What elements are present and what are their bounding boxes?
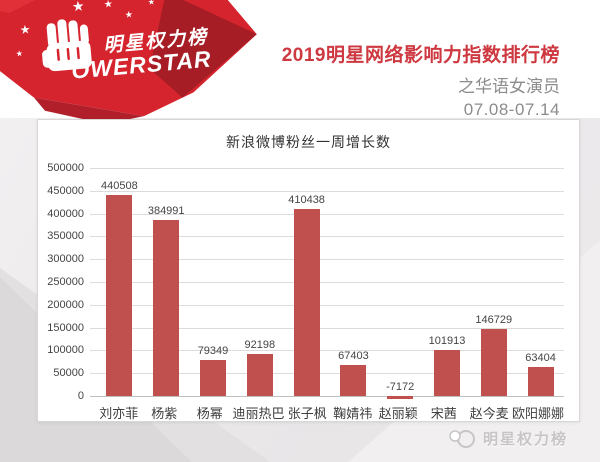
gridline (90, 350, 564, 352)
x-axis-label: 赵今麦 (469, 406, 509, 421)
bar (106, 195, 133, 396)
gridline (90, 304, 564, 306)
y-tick-label: 50000 (53, 367, 84, 380)
bar-column: 384991 (143, 168, 190, 396)
header-band: 2019明星网络影响力指数排行榜 之华语女演员 07.08-07.14 ★ ★ … (0, 0, 600, 124)
bar-value-label: 63404 (525, 352, 556, 365)
star-icon: ★ (19, 22, 32, 38)
bar-value-label: 410438 (288, 193, 325, 206)
gridline (90, 373, 564, 375)
bar-column: 146729 (470, 168, 517, 396)
bar-value-label: 440508 (101, 180, 138, 193)
y-tick-label: 350000 (47, 230, 84, 243)
bar-value-label: 101913 (428, 334, 466, 347)
bar (246, 353, 273, 396)
bar-column: 67403 (330, 168, 377, 396)
bar-column: 79349 (190, 168, 237, 396)
bar-column: 440508 (96, 168, 143, 396)
bar (199, 359, 226, 396)
y-axis-labels: 500000 450000 400000 350000 300000 250000 2000… (38, 162, 92, 402)
bar-value-label: -7172 (386, 381, 415, 393)
bar (527, 367, 554, 396)
watermark-text: 明星权力榜 (482, 431, 568, 448)
y-tick-label: 150000 (47, 321, 84, 334)
gridline (90, 190, 564, 192)
bar (340, 365, 367, 396)
gridline (90, 396, 564, 397)
powerstar-logo: ★ ★ ★ ★ ★ ★ (0, 0, 265, 124)
footer-watermark: 明星权力榜 (447, 428, 568, 449)
bar-value-label: 67403 (338, 350, 369, 363)
star-icon: ★ (147, 0, 156, 7)
watermark-logo-icon (449, 429, 475, 448)
fist-icon (42, 19, 92, 72)
bar (480, 329, 507, 396)
star-icon: ★ (15, 48, 24, 59)
bar (293, 208, 320, 396)
gridline (90, 327, 564, 329)
bar-column: -7172 (377, 168, 424, 400)
y-tick-label: 500000 (47, 162, 84, 174)
bar-column: 101913 (424, 168, 471, 396)
x-axis-label: 杨紫 (151, 406, 178, 421)
bar-value-label: 79349 (197, 344, 229, 357)
chart-card: 新浪微博粉丝一周增长数 500000 450000 400000 350000 3000… (37, 119, 580, 422)
star-icon: ★ (124, 9, 134, 20)
page-subtitle: 之华语女演员 (458, 77, 560, 96)
bar-value-label: 92198 (244, 338, 276, 351)
gridline (90, 236, 564, 238)
bar-column: 92198 (236, 168, 283, 396)
x-axis-label: 迪丽热巴 (232, 406, 285, 421)
header-titles: 2019明星网络影响力指数排行榜 之华语女演员 07.08-07.14 (282, 40, 560, 120)
y-tick-label: 300000 (47, 253, 84, 266)
bar-column: 410438 (283, 168, 330, 396)
x-axis-label: 鞠婧祎 (333, 406, 373, 421)
gridline (90, 282, 564, 283)
bar-value-label: 146729 (475, 314, 513, 327)
x-axis-label: 欧阳娜娜 (512, 406, 565, 421)
x-axis-labels: 刘亦菲 杨紫 杨幂 迪丽热巴 张子枫 鞠婧祎 赵丽颖 宋茜 赵今麦 欧阳娜娜 (96, 403, 564, 422)
star-icon: ★ (103, 0, 114, 11)
gridline (90, 259, 564, 261)
y-tick-label: 400000 (47, 207, 84, 220)
bar-value-label: 384991 (147, 205, 185, 218)
x-axis-label: 赵丽颖 (378, 406, 418, 421)
x-axis-label: 杨幂 (196, 406, 223, 421)
y-tick-label: 200000 (47, 298, 84, 311)
bar-column: 63404 (517, 168, 564, 396)
x-axis-label: 宋茜 (430, 406, 457, 421)
y-tick-label: 0 (77, 390, 84, 402)
page-title: 2019明星网络影响力指数排行榜 (281, 45, 560, 66)
x-axis-label: 张子枫 (287, 406, 327, 421)
date-range: 07.08-07.14 (463, 100, 560, 119)
plot-area: 440508 384991 79349 92198 410438 67403 -7172 10… (90, 168, 564, 400)
bar (433, 349, 460, 396)
bar (153, 220, 180, 396)
y-tick-label: 450000 (47, 184, 84, 197)
y-tick-label: 250000 (47, 276, 84, 288)
gridline (90, 213, 564, 215)
x-axis-label: 刘亦菲 (99, 406, 139, 421)
gridline (90, 168, 564, 169)
y-tick-label: 100000 (47, 344, 84, 357)
bar (387, 396, 414, 400)
star-icon: ★ (71, 0, 86, 15)
chart-title: 新浪微博粉丝一周增长数 (226, 134, 391, 150)
